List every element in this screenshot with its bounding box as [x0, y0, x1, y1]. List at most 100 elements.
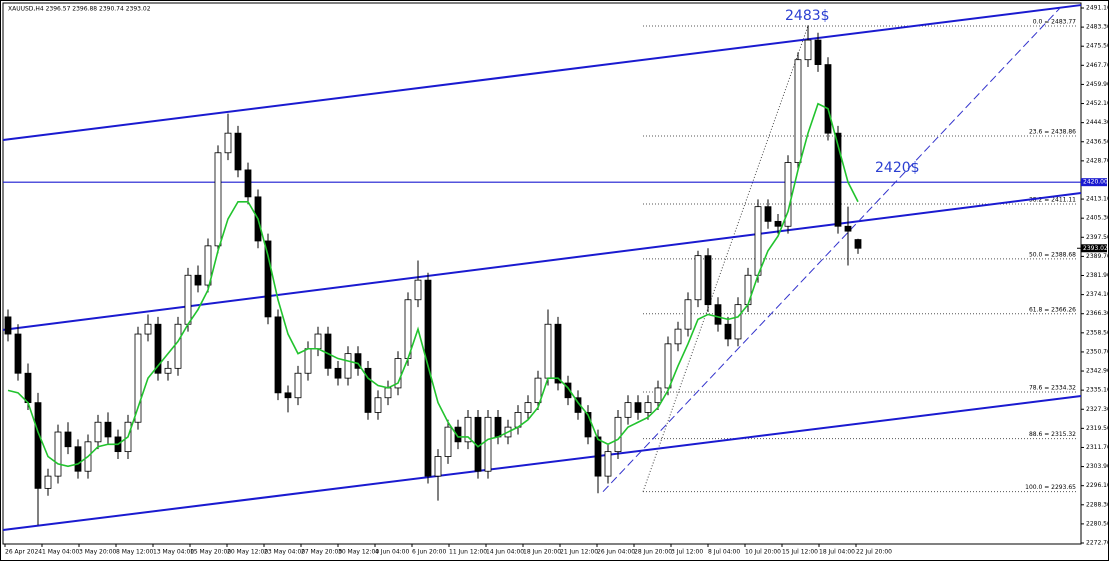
x-tick-label: 4 Jun 04:00 [375, 549, 409, 556]
candle-body [584, 412, 592, 438]
annotation: 2483$ [785, 8, 830, 24]
candle-body [634, 402, 642, 413]
y-tick-label: 2366.30 [1086, 310, 1109, 317]
candle-body [434, 456, 442, 477]
y-tick-label: 2444.30 [1086, 119, 1109, 126]
candle-body [804, 39, 812, 61]
x-tick-label: 18 Jun 20:00 [523, 549, 561, 556]
y-tick-label: 2319.50 [1086, 425, 1109, 432]
x-tick-label: 10 Jul 20:00 [745, 549, 781, 556]
y-tick-label: 2397.50 [1086, 234, 1109, 241]
candle-body [794, 59, 802, 163]
x-tick-label: 11 Jun 12:00 [449, 549, 487, 556]
x-tick-label: 14 Jun 04:00 [486, 549, 524, 556]
candle-body [294, 372, 302, 399]
candle-body [664, 343, 672, 389]
candle-body [94, 421, 102, 443]
candle-body [164, 367, 172, 374]
y-tick-label: 2335.10 [1086, 387, 1109, 394]
x-tick-label: 8 May 12:00 [116, 549, 154, 556]
candle-body [854, 239, 862, 249]
candle-body [424, 279, 432, 477]
candle-body [174, 323, 182, 369]
y-tick-label: 2342.90 [1086, 368, 1109, 375]
y-tick-label: 2389.70 [1086, 253, 1109, 260]
x-tick-label: 8 Jul 04:00 [708, 549, 740, 556]
y-tick-label: 2272.70 [1086, 540, 1109, 547]
candle-body [604, 451, 612, 477]
candle-body [194, 274, 202, 286]
candle-body [754, 206, 762, 276]
y-tick-label: 2459.90 [1086, 81, 1109, 88]
candle-body [834, 132, 842, 227]
x-tick-label: 26 Jun 04:00 [597, 549, 635, 556]
candle-body [554, 323, 562, 384]
x-tick-label: 22 Jul 20:00 [856, 549, 892, 556]
candle-body [614, 416, 622, 453]
channel-line [2, 4, 1082, 142]
y-tick-label: 2491.10 [1086, 5, 1109, 12]
candle-body [674, 328, 682, 345]
candle-body [624, 402, 632, 418]
candle-body [694, 255, 702, 301]
candle-body [314, 333, 322, 350]
y-tick-label: 2475.50 [1086, 43, 1109, 50]
candle-body [214, 152, 222, 247]
y-tick-label: 2358.50 [1086, 329, 1109, 336]
candle-body [394, 358, 402, 389]
y-tick-label: 2405.30 [1086, 215, 1109, 222]
fib-label: 61.8 = 2366.26 [1029, 306, 1076, 313]
fib-label: 78.6 = 2334.32 [1029, 385, 1076, 392]
candle-body [534, 377, 542, 404]
candle-body [374, 397, 382, 413]
candle-body [4, 316, 12, 335]
x-tick-label: 3 Jul 12:00 [671, 549, 703, 556]
plot-area [2, 2, 1082, 545]
candle-body [714, 304, 722, 325]
channel-line [2, 395, 1082, 532]
candle-body [764, 206, 772, 222]
chart-title: XAUUSD,H4 2396.57 2396.88 2390.74 2393.0… [8, 6, 151, 13]
candle-body [154, 323, 162, 374]
candle-body [644, 402, 652, 413]
candle-body [454, 426, 462, 443]
candle-body [464, 416, 472, 443]
price-label: 2393.02 [1083, 245, 1108, 252]
candle-body [364, 367, 372, 413]
annotation: 2420$ [875, 160, 920, 176]
candle-body [384, 387, 392, 399]
candle-body [704, 255, 712, 306]
fib-label: 23.6 = 2438.86 [1029, 128, 1076, 135]
fib-label: 0.0 = 2483.77 [1033, 18, 1076, 25]
y-tick-label: 2436.50 [1086, 138, 1109, 145]
candle-body [814, 39, 822, 65]
candle-body [104, 421, 112, 438]
candle-body [144, 323, 152, 335]
x-tick-label: 23 May 04:00 [264, 549, 305, 556]
x-tick-label: 3 May 20:00 [79, 549, 117, 556]
y-tick-label: 2311.70 [1086, 444, 1109, 451]
candle-body [444, 426, 452, 457]
x-tick-label: 6 Jun 20:00 [412, 549, 446, 556]
trendline [602, 7, 1061, 493]
candle-body [224, 132, 232, 154]
candle-body [734, 304, 742, 340]
candle-body [244, 169, 252, 198]
candle-body [354, 353, 362, 369]
price-box [1081, 244, 1107, 253]
candle-body [654, 387, 662, 404]
y-tick-label: 2428.70 [1086, 157, 1109, 164]
candle-body [74, 446, 82, 472]
y-tick-label: 2350.70 [1086, 348, 1109, 355]
candle-body [324, 333, 332, 369]
candle-body [64, 431, 72, 448]
candle-body [494, 416, 502, 438]
candle-body [184, 274, 192, 325]
x-tick-label: 20 May 12:00 [227, 549, 268, 556]
candle-body [774, 220, 782, 227]
y-tick-label: 2452.10 [1086, 100, 1109, 107]
candle-body [844, 225, 852, 232]
level-box [1081, 178, 1107, 187]
